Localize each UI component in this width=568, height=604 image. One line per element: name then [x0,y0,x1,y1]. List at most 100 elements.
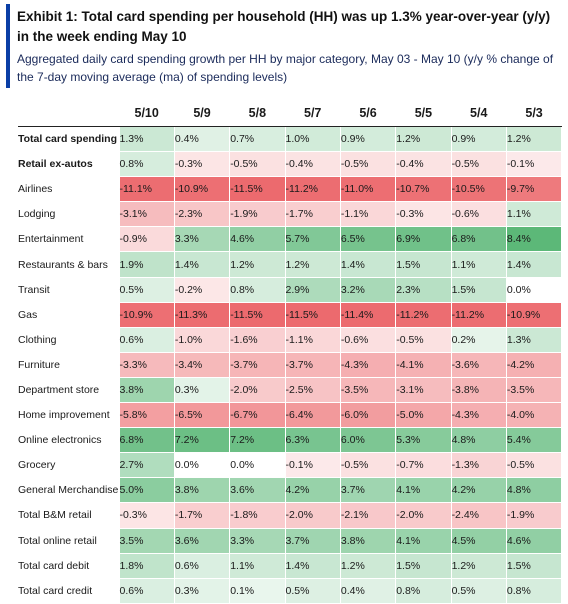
value-cell: 0.3% [174,578,231,604]
value-cell: -0.1% [506,151,563,178]
value-cell: 1.4% [285,553,341,579]
value-cell: -1.9% [229,201,286,228]
value-cell: 3.8% [340,528,397,554]
row-label: Department store [18,377,120,404]
value-cell: -0.6% [451,201,507,228]
table-row: Airlines -11.1% -10.9% -11.5% -11.2% -11.0% -1… [18,176,563,203]
exhibit-page: Exhibit 1: Total card spending per house… [6,4,563,604]
value-cell: 2.9% [285,277,341,303]
table-row: Total card spending 1.3% 0.4% 0.7% 1.0% 0.9% 1… [18,126,563,153]
value-cell: 0.6% [119,578,175,604]
row-label: Total card credit [18,578,120,604]
table-row: General Merchandise 5.0% 3.8% 3.6% 4.2% 3.7% 4… [18,477,563,504]
value-cell: -0.6% [340,327,397,353]
value-cell: -0.3% [119,502,175,529]
value-cell: 3.7% [285,528,341,554]
value-cell: 1.9% [119,251,175,278]
value-cell: -3.8% [451,377,507,404]
value-cell: -1.7% [174,502,231,529]
table-row: Total online retail 3.5% 3.6% 3.3% 3.7% 3.8% 4… [18,528,563,554]
value-cell: -1.8% [229,502,286,529]
title-accent-bar [6,4,10,88]
row-label: Online electronics [18,427,120,454]
value-cell: 1.2% [229,251,286,278]
value-cell: -1.0% [174,327,231,353]
value-cell: -10.7% [395,176,452,203]
value-cell: 5.4% [506,427,563,454]
column-header-row: 5/10 5/9 5/8 5/7 5/6 5/5 5/4 5/3 [18,100,562,127]
column-header: 5/3 [506,100,562,127]
value-cell: 0.0% [229,452,286,479]
value-cell: -0.5% [340,452,397,479]
value-cell: -11.5% [229,302,286,328]
spending-heatmap-table: 5/10 5/9 5/8 5/7 5/6 5/5 5/4 5/3 Total card spe… [18,100,563,604]
value-cell: -2.0% [229,377,286,404]
value-cell: 4.8% [451,427,507,454]
value-cell: -0.4% [285,151,341,178]
value-cell: -0.1% [285,452,341,479]
column-header: 5/9 [174,100,230,127]
value-cell: -4.0% [506,402,563,429]
value-cell: 4.2% [285,477,341,504]
value-cell: 0.7% [229,126,286,153]
value-cell: -6.5% [174,402,231,429]
row-label: Home improvement [18,402,120,429]
value-cell: 3.8% [174,477,231,504]
row-label: Retail ex-autos [18,151,120,178]
value-cell: -1.1% [285,327,341,353]
row-label: General Merchandise [18,477,120,504]
value-cell: 1.4% [174,251,231,278]
value-cell: 0.8% [395,578,452,604]
value-cell: -2.0% [285,502,341,529]
row-label: Grocery [18,452,120,479]
value-cell: 1.4% [506,251,563,278]
value-cell: 0.8% [229,277,286,303]
value-cell: 1.1% [229,553,286,579]
value-cell: -0.4% [395,151,452,178]
value-cell: -6.4% [285,402,341,429]
value-cell: -11.2% [285,176,341,203]
value-cell: 1.1% [451,251,507,278]
value-cell: 1.1% [506,201,563,228]
value-cell: 0.5% [451,578,507,604]
exhibit-subtitle: Aggregated daily card spending growth pe… [17,52,554,84]
value-cell: -11.5% [229,176,286,203]
value-cell: -11.4% [340,302,397,328]
row-label: Entertainment [18,226,120,253]
table-row: Restaurants & bars 1.9% 1.4% 1.2% 1.2% 1.4% 1.… [18,251,563,278]
value-cell: 6.3% [285,427,341,454]
value-cell: 5.0% [119,477,175,504]
value-cell: 4.2% [451,477,507,504]
value-cell: 2.7% [119,452,175,479]
value-cell: 0.4% [174,126,231,153]
value-cell: -1.7% [285,201,341,228]
value-cell: 1.2% [395,126,452,153]
value-cell: 4.5% [451,528,507,554]
column-header: 5/5 [395,100,452,127]
value-cell: 4.8% [506,477,563,504]
value-cell: -1.3% [451,452,507,479]
value-cell: -1.6% [229,327,286,353]
value-cell: -10.9% [506,302,563,328]
value-cell: 0.5% [285,578,341,604]
exhibit-title: Exhibit 1: Total card spending per house… [17,9,551,44]
table-row: Total card debit 1.8% 0.6% 1.1% 1.4% 1.2% 1.5%… [18,553,563,579]
value-cell: -1.9% [506,502,563,529]
value-cell: -6.0% [340,402,397,429]
value-cell: -6.7% [229,402,286,429]
value-cell: 3.3% [174,226,231,253]
value-cell: 3.6% [229,477,286,504]
value-cell: -11.2% [451,302,507,328]
value-cell: -10.9% [119,302,175,328]
value-cell: -4.1% [395,352,452,378]
table-row: Furniture -3.3% -3.4% -3.7% -3.7% -4.3% -4.1% -… [18,352,563,378]
value-cell: 0.2% [451,327,507,353]
value-cell: 1.2% [506,126,563,153]
value-cell: -0.3% [395,201,452,228]
value-cell: -0.2% [174,277,231,303]
row-label: Gas [18,302,120,328]
value-cell: 7.2% [229,427,286,454]
value-cell: 0.1% [229,578,286,604]
value-cell: -10.5% [451,176,507,203]
table-row: Total B&M retail -0.3% -1.7% -1.8% -2.0% -2.1… [18,502,563,529]
